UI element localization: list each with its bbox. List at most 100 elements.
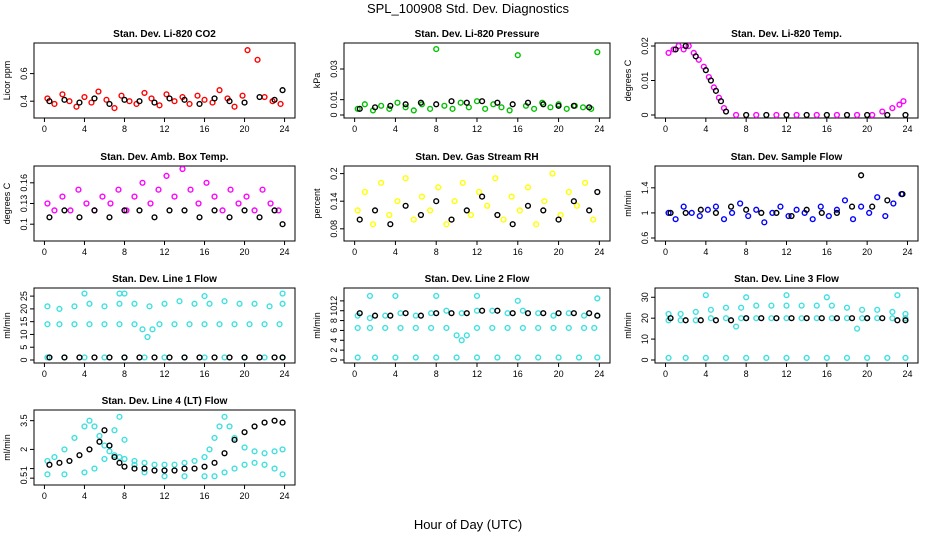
data-point bbox=[433, 310, 440, 317]
data-point bbox=[695, 56, 702, 63]
data-point bbox=[874, 315, 881, 322]
data-point bbox=[858, 172, 865, 179]
data-point bbox=[397, 324, 404, 332]
data-point bbox=[722, 304, 730, 311]
data-point bbox=[833, 315, 841, 322]
data-point bbox=[707, 306, 714, 313]
data-point bbox=[682, 42, 689, 50]
data-point bbox=[141, 459, 148, 466]
data-point bbox=[251, 300, 258, 307]
y-tick-label: 0.02 bbox=[640, 37, 650, 55]
data-point bbox=[519, 324, 526, 332]
data-point bbox=[251, 423, 258, 430]
data-point bbox=[570, 198, 577, 205]
x-tick-label: 20 bbox=[554, 369, 564, 379]
data-point bbox=[458, 310, 465, 317]
data-point bbox=[107, 200, 114, 207]
data-point bbox=[849, 216, 857, 223]
data-point bbox=[848, 315, 856, 322]
y-tick-label: 25 bbox=[19, 291, 29, 301]
data-point bbox=[667, 209, 674, 217]
x-tick-label: 8 bbox=[122, 124, 127, 134]
data-point bbox=[279, 446, 286, 453]
data-point bbox=[261, 354, 268, 361]
data-point bbox=[91, 465, 98, 472]
data-point bbox=[56, 459, 63, 466]
data-point bbox=[387, 221, 394, 228]
data-point bbox=[139, 179, 146, 186]
data-point bbox=[509, 101, 516, 108]
data-point bbox=[833, 111, 841, 119]
data-point bbox=[382, 312, 389, 319]
data-point bbox=[123, 207, 130, 214]
data-point bbox=[773, 111, 780, 119]
data-point bbox=[524, 310, 532, 317]
data-point bbox=[206, 446, 213, 453]
data-point bbox=[279, 221, 286, 228]
data-point bbox=[75, 186, 82, 193]
data-point bbox=[171, 193, 178, 200]
data-point bbox=[279, 471, 286, 478]
data-point bbox=[453, 332, 460, 339]
data-point bbox=[828, 302, 835, 309]
x-tick-label: 12 bbox=[159, 247, 169, 257]
data-point bbox=[785, 212, 792, 220]
data-point bbox=[581, 179, 589, 186]
data-point bbox=[853, 111, 861, 119]
x-tick-label: 16 bbox=[513, 247, 523, 257]
data-point bbox=[106, 100, 113, 108]
data-point bbox=[146, 303, 153, 310]
data-point bbox=[216, 321, 223, 328]
data-point bbox=[823, 354, 830, 362]
data-point bbox=[737, 200, 744, 207]
data-point bbox=[382, 324, 389, 332]
data-point bbox=[61, 446, 68, 453]
data-point bbox=[271, 354, 278, 361]
data-point bbox=[672, 46, 679, 53]
data-point bbox=[211, 207, 218, 214]
data-point bbox=[279, 354, 286, 361]
data-point bbox=[181, 354, 188, 361]
x-axis-title: Hour of Day (UTC) bbox=[413, 517, 523, 532]
data-point bbox=[166, 207, 173, 214]
data-point bbox=[458, 337, 465, 344]
data-point bbox=[141, 469, 148, 476]
data-point bbox=[116, 290, 123, 297]
data-point bbox=[71, 303, 78, 310]
data-point bbox=[550, 312, 557, 319]
data-point bbox=[181, 96, 188, 103]
x-tick-label: 16 bbox=[822, 124, 832, 134]
data-point bbox=[509, 310, 516, 317]
x-tick-label: 12 bbox=[472, 124, 482, 134]
data-point bbox=[788, 315, 795, 322]
data-point bbox=[410, 107, 417, 114]
x-tick-label: 8 bbox=[434, 369, 439, 379]
data-point bbox=[99, 193, 106, 200]
data-point bbox=[103, 96, 110, 103]
data-point bbox=[743, 294, 750, 301]
data-point bbox=[206, 300, 213, 307]
data-point bbox=[448, 98, 455, 105]
data-point bbox=[83, 200, 90, 207]
x-tick-label: 12 bbox=[781, 369, 791, 379]
data-point bbox=[241, 354, 248, 361]
data-point bbox=[236, 300, 243, 307]
data-point bbox=[743, 206, 750, 213]
x-tick-label: 24 bbox=[902, 124, 912, 134]
x-tick-label: 20 bbox=[862, 247, 872, 257]
x-tick-label: 20 bbox=[240, 124, 250, 134]
data-point bbox=[86, 417, 93, 424]
data-point bbox=[540, 207, 547, 214]
data-point bbox=[879, 315, 886, 322]
data-point bbox=[221, 450, 228, 457]
data-point bbox=[239, 92, 246, 99]
data-point bbox=[386, 211, 393, 219]
panel-1: Stan. Dev. Li-820 CO2 Licor ppm 0 4 8 12 16 20 2… bbox=[2, 29, 296, 134]
data-point bbox=[194, 92, 201, 99]
data-point bbox=[101, 455, 108, 463]
data-point bbox=[402, 175, 409, 182]
y-tick-label: 2 bbox=[329, 348, 339, 353]
data-point bbox=[692, 53, 699, 60]
data-point bbox=[187, 186, 194, 193]
data-point bbox=[95, 88, 102, 95]
